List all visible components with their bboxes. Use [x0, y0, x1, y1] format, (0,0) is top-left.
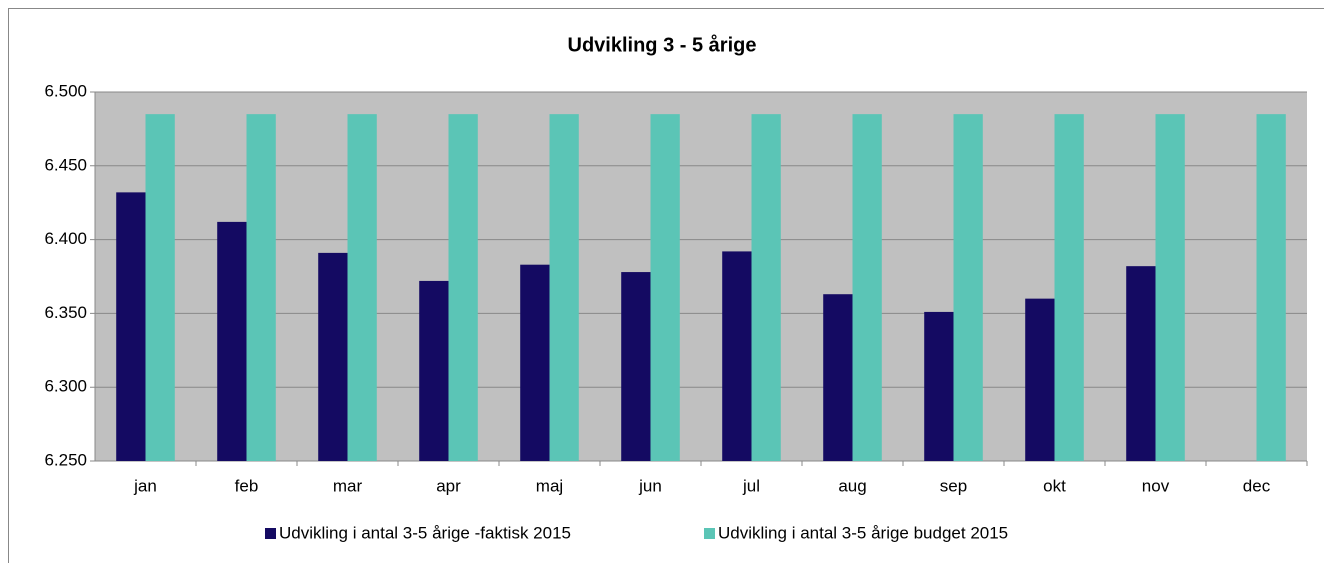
x-tick-label: nov — [1142, 476, 1170, 495]
x-tick-label: jun — [638, 476, 662, 495]
bar — [1054, 114, 1084, 461]
x-tick-label: okt — [1043, 476, 1066, 495]
bar — [1155, 114, 1185, 461]
bar — [246, 114, 276, 461]
bar — [953, 114, 983, 461]
y-tick-label: 6.300 — [44, 377, 87, 396]
chart-title: Udvikling 3 - 5 årige — [568, 33, 757, 56]
bar — [650, 114, 680, 461]
bar — [520, 264, 550, 461]
x-tick-label: dec — [1243, 476, 1271, 495]
x-tick-label: mar — [333, 476, 363, 495]
legend-label: Udvikling i antal 3-5 årige budget 2015 — [718, 523, 1008, 542]
legend-label: Udvikling i antal 3-5 årige -faktisk 201… — [279, 523, 571, 542]
bar — [722, 251, 752, 461]
legend-swatch — [265, 528, 276, 539]
x-tick-label: maj — [536, 476, 563, 495]
y-tick-label: 6.500 — [44, 81, 87, 100]
y-tick-label: 6.250 — [44, 450, 87, 469]
bar — [116, 192, 146, 462]
x-tick-label: sep — [940, 476, 967, 495]
bar — [1126, 266, 1156, 461]
bar — [549, 114, 579, 461]
x-tick-label: jan — [133, 476, 157, 495]
x-tick-label: apr — [436, 476, 461, 495]
bar — [145, 114, 175, 461]
y-tick-label: 6.450 — [44, 155, 87, 174]
y-tick-label: 6.400 — [44, 229, 87, 248]
bar — [823, 294, 853, 461]
bar — [419, 280, 449, 461]
bar — [1256, 114, 1286, 461]
legend-swatch — [704, 528, 715, 539]
bar — [217, 221, 247, 461]
x-tick-label: jul — [742, 476, 760, 495]
bar — [448, 114, 478, 461]
bar — [852, 114, 882, 461]
y-tick-label: 6.350 — [44, 303, 87, 322]
bar — [347, 114, 377, 461]
x-tick-label: feb — [235, 476, 259, 495]
x-tick-label: aug — [838, 476, 866, 495]
plot-area — [95, 92, 1307, 461]
bar — [1025, 298, 1055, 461]
bar — [924, 311, 954, 461]
bar — [318, 252, 348, 461]
bar — [751, 114, 781, 461]
bar — [621, 272, 651, 461]
